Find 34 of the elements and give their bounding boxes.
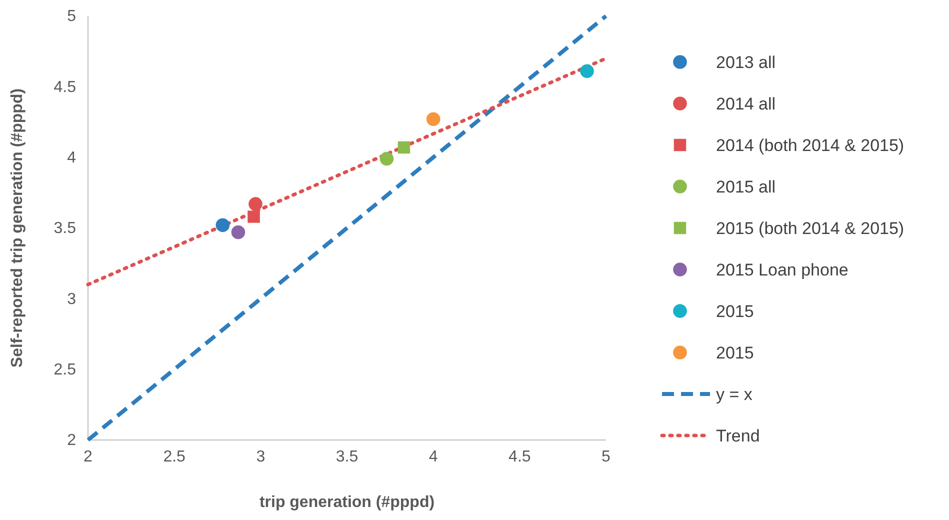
- y-tick-label: 3: [67, 290, 76, 308]
- x-tick-label: 4: [428, 448, 438, 466]
- y-tick-label: 4.5: [54, 78, 76, 96]
- legend-label: Trend: [716, 426, 760, 446]
- point: [380, 152, 394, 166]
- x-tick-label: 5: [602, 448, 611, 466]
- legend-label: 2015: [716, 302, 754, 321]
- x-tick-label: 3.5: [336, 448, 358, 466]
- legend-label: 2015 all: [716, 177, 776, 196]
- point: [580, 64, 594, 78]
- x-tick-label: 4.5: [508, 448, 531, 466]
- y-tick-label: 2: [67, 432, 76, 450]
- x-tick-label: 2: [84, 448, 93, 466]
- x-axis-title: trip generation (#pppd): [259, 494, 435, 511]
- point: [248, 210, 260, 223]
- x-tick-label: 3: [256, 448, 266, 466]
- point: [216, 218, 230, 232]
- x-tick-label: 2.5: [163, 448, 186, 466]
- legend-label: 2015 (both 2014 & 2015): [716, 218, 904, 238]
- y-tick-label: 2.5: [54, 361, 76, 378]
- y-tick-label: 4: [67, 149, 76, 166]
- y-tick-label: 3.5: [54, 220, 76, 238]
- point: [248, 197, 262, 211]
- legend-label: y = x: [716, 384, 753, 404]
- y-axis-title: Self-reported trip generation (#pppd): [9, 88, 26, 368]
- legend-label: 2015: [716, 343, 754, 362]
- legend-label: 2014 (both 2014 & 2015): [716, 136, 904, 155]
- legend-label: 2015 Loan phone: [716, 260, 848, 280]
- point: [398, 141, 410, 154]
- point: [231, 225, 246, 240]
- legend-label: 2013 all: [716, 52, 776, 72]
- y-tick-label: 5: [67, 8, 76, 26]
- point: [426, 112, 440, 126]
- legend-label: 2014 all: [716, 94, 776, 114]
